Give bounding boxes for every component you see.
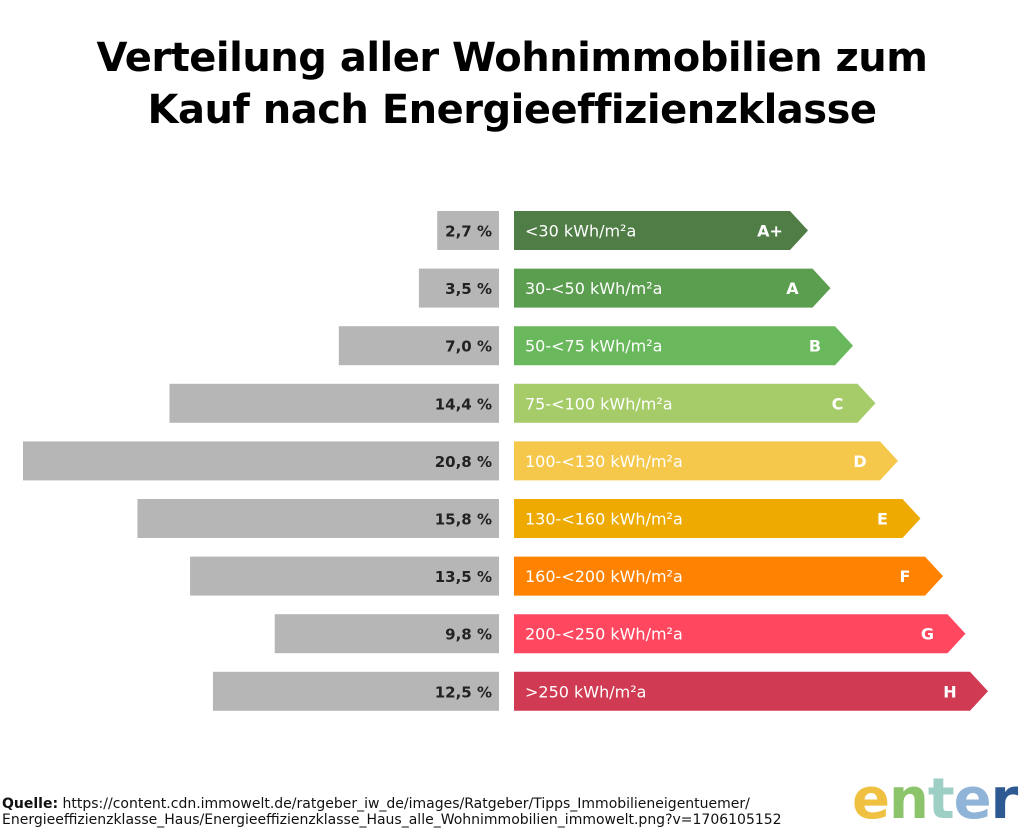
energy-range-label: 100-<130 kWh/m²a <box>525 452 683 471</box>
chart-title: Verteilung aller Wohnimmobilien zum Kauf… <box>0 32 1024 136</box>
value-label: 15,8 % <box>435 511 492 529</box>
value-bar-d <box>23 441 499 481</box>
value-label: 13,5 % <box>435 568 492 586</box>
energy-range-label: 75-<100 kWh/m²a <box>525 394 673 413</box>
energy-class-letter: A <box>786 279 799 298</box>
energy-class-letter: A+ <box>757 222 783 241</box>
energy-class-letter: F <box>900 567 911 586</box>
logo-letter: r <box>990 767 1019 832</box>
energy-class-arrow-g <box>514 614 966 654</box>
value-bar-a <box>418 268 499 308</box>
energy-range-label: <30 kWh/m²a <box>525 222 636 241</box>
value-label: 14,4 % <box>435 395 492 413</box>
energy-range-label: 30-<50 kWh/m²a <box>525 279 662 298</box>
energy-class-arrow-c <box>514 383 876 423</box>
energy-class-letter: E <box>877 510 888 529</box>
energy-range-label: 160-<200 kWh/m²a <box>525 567 683 586</box>
value-bar-e <box>137 499 499 538</box>
energy-range-label: 200-<250 kWh/m²a <box>525 625 683 644</box>
energy-class-arrow-d <box>514 441 898 481</box>
energy-class-letter: D <box>853 452 866 471</box>
source-url[interactable]: https://content.cdn.immowelt.de/ratgeber… <box>58 796 750 812</box>
energy-class-letter: B <box>809 337 821 356</box>
energy-class-arrow-e <box>514 499 921 538</box>
logo-letter: e <box>953 767 992 832</box>
value-bar-b <box>338 326 499 366</box>
energy-range-label: >250 kWh/m²a <box>525 682 646 701</box>
source-url-line-2[interactable]: Energieeffizienzklasse_Haus/Energieeffiz… <box>2 812 782 828</box>
chart-title-line-1: Verteilung aller Wohnimmobilien zum <box>96 35 928 81</box>
value-label: 2,7 % <box>445 223 492 241</box>
energy-range-label: 130-<160 kWh/m²a <box>525 510 683 529</box>
energy-class-arrow-a <box>514 268 831 308</box>
source-label: Quelle: <box>2 796 59 812</box>
chart-title-line-2: Kauf nach Energieeffizienzklasse <box>147 87 877 133</box>
energy-class-letter: G <box>921 625 934 644</box>
energy-class-arrow-h <box>514 671 988 711</box>
energy-class-arrow-f <box>514 556 943 596</box>
logo-letter: n <box>888 767 929 832</box>
logo-letter: e <box>852 767 890 832</box>
energy-class-letter: H <box>943 682 956 701</box>
logo-letter: t <box>927 767 955 832</box>
energy-class-chart: 2,7 % <30 kWh/m²a A+ 3,5 % 30-<50 kWh/m²a A 7,… <box>23 211 988 711</box>
value-label: 9,8 % <box>445 626 492 644</box>
energy-class-arrow-a-plus <box>514 211 808 250</box>
value-bar-h <box>212 671 499 711</box>
value-bar-f <box>190 556 500 596</box>
energy-class-letter: C <box>832 394 844 413</box>
value-label: 3,5 % <box>445 280 492 298</box>
energy-class-arrow-b <box>514 326 853 366</box>
value-bar-c <box>169 383 499 423</box>
value-label: 7,0 % <box>445 338 492 356</box>
value-label: 12,5 % <box>435 683 492 701</box>
value-bar-a-plus <box>437 211 499 250</box>
enter-logo: enter <box>852 767 1019 832</box>
value-bar-g <box>274 614 499 654</box>
energy-range-label: 50-<75 kWh/m²a <box>525 337 662 356</box>
value-label: 20,8 % <box>435 453 492 471</box>
source-note: Quelle: https://content.cdn.immowelt.de/… <box>2 796 782 828</box>
